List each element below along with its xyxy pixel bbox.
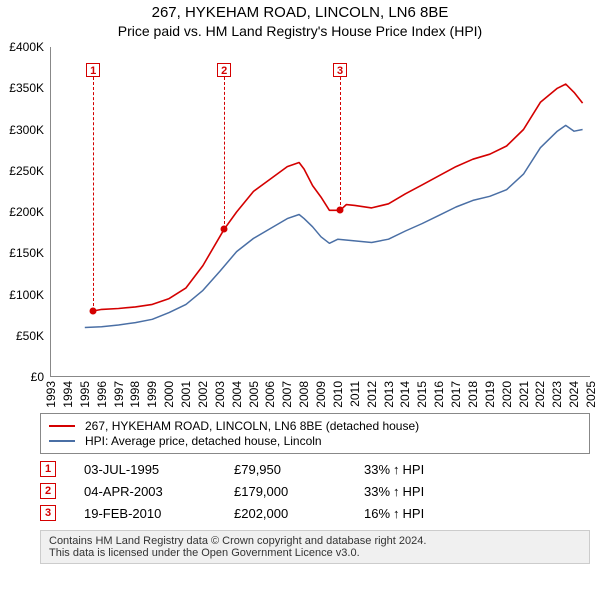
footer-line-1: Contains HM Land Registry data © Crown c… (49, 535, 581, 547)
footer-line-2: This data is licensed under the Open Gov… (49, 547, 581, 559)
sales-hpi-pct: 33% (364, 484, 390, 499)
x-tick-label: 2010 (331, 381, 345, 408)
sale-point (337, 207, 344, 214)
plot-area: 1 2 3 (50, 47, 590, 377)
x-tick-label: 2017 (449, 381, 463, 408)
title-block: 267, HYKEHAM ROAD, LINCOLN, LN6 8BE Pric… (0, 0, 600, 39)
sale-vline (93, 77, 94, 311)
sales-idx-box: 2 (40, 483, 56, 499)
sales-hpi-suffix: HPI (403, 462, 425, 477)
x-tick-label: 2018 (466, 381, 480, 408)
legend-swatch (49, 440, 75, 442)
sale-marker-box: 3 (333, 63, 347, 77)
arrow-up-icon: ↑ (393, 462, 400, 477)
sales-row: 1 03-JUL-1995£79,95033%↑HPI (40, 458, 590, 480)
legend-label: 267, HYKEHAM ROAD, LINCOLN, LN6 8BE (det… (85, 419, 419, 433)
title-subtitle: Price paid vs. HM Land Registry's House … (0, 23, 600, 39)
sale-point (221, 226, 228, 233)
arrow-up-icon: ↑ (393, 506, 400, 521)
y-tick-label: £400K (9, 40, 44, 54)
y-tick-label: £50K (16, 329, 44, 343)
legend-row: HPI: Average price, detached house, Linc… (49, 434, 581, 448)
x-tick-label: 1997 (112, 381, 126, 408)
sales-hpi-pct: 33% (364, 462, 390, 477)
arrow-up-icon: ↑ (393, 484, 400, 499)
sales-idx-box: 1 (40, 461, 56, 477)
sales-hpi: 33%↑HPI (364, 462, 424, 477)
sale-vline (224, 77, 225, 229)
x-tick-label: 2011 (348, 381, 362, 407)
chart-area: 123 £0£50K£100K£150K£200K£250K£300K£350K… (50, 47, 590, 407)
sales-hpi-suffix: HPI (403, 484, 425, 499)
sale-marker-box: 2 (217, 63, 231, 77)
legend-box: 267, HYKEHAM ROAD, LINCOLN, LN6 8BE (det… (40, 413, 590, 454)
y-tick-label: £350K (9, 81, 44, 95)
x-tick-label: 1995 (78, 381, 92, 408)
sales-row: 3 19-FEB-2010£202,00016%↑HPI (40, 502, 590, 524)
x-tick-label: 2024 (567, 381, 581, 408)
title-address: 267, HYKEHAM ROAD, LINCOLN, LN6 8BE (0, 4, 600, 21)
sales-row: 2 04-APR-2003£179,00033%↑HPI (40, 480, 590, 502)
sales-idx-box: 3 (40, 505, 56, 521)
x-tick-label: 2005 (247, 381, 261, 408)
x-tick-label: 2014 (398, 381, 412, 408)
y-tick-label: £300K (9, 123, 44, 137)
x-tick-label: 2019 (483, 381, 497, 408)
sales-hpi-suffix: HPI (403, 506, 425, 521)
x-tick-label: 2000 (162, 381, 176, 408)
sales-date: 19-FEB-2010 (84, 506, 234, 521)
x-tick-label: 2008 (297, 381, 311, 408)
sales-hpi-pct: 16% (364, 506, 390, 521)
x-tick-label: 2006 (263, 381, 277, 408)
x-tick-label: 2021 (517, 381, 531, 408)
legend-row: 267, HYKEHAM ROAD, LINCOLN, LN6 8BE (det… (49, 419, 581, 433)
x-tick-label: 1998 (128, 381, 142, 408)
x-tick-label: 1996 (95, 381, 109, 408)
sales-date: 04-APR-2003 (84, 484, 234, 499)
x-tick-label: 2016 (432, 381, 446, 408)
legend-label: HPI: Average price, detached house, Linc… (85, 434, 322, 448)
sales-price: £79,950 (234, 462, 364, 477)
sales-price: £179,000 (234, 484, 364, 499)
footer-box: Contains HM Land Registry data © Crown c… (40, 530, 590, 564)
x-tick-label: 2003 (213, 381, 227, 408)
sale-vline (340, 77, 341, 210)
sales-hpi: 16%↑HPI (364, 506, 424, 521)
x-tick-label: 2022 (533, 381, 547, 408)
y-tick-label: £150K (9, 246, 44, 260)
x-tick-label: 2020 (500, 381, 514, 408)
legend-swatch (49, 425, 75, 427)
x-tick-label: 2023 (550, 381, 564, 408)
x-tick-label: 2013 (382, 381, 396, 408)
sale-point (90, 308, 97, 315)
x-tick-label: 2025 (584, 381, 598, 408)
y-tick-label: £100K (9, 288, 44, 302)
x-tick-label: 2012 (365, 381, 379, 408)
x-tick-label: 2015 (415, 381, 429, 408)
x-tick-label: 1999 (145, 381, 159, 408)
chart-lines-svg (51, 47, 591, 377)
x-tick-label: 1993 (44, 381, 58, 408)
x-tick-label: 1994 (61, 381, 75, 408)
y-tick-label: £250K (9, 164, 44, 178)
series-property (93, 84, 582, 311)
x-tick-label: 2004 (230, 381, 244, 408)
sale-marker-box: 1 (86, 63, 100, 77)
sales-price: £202,000 (234, 506, 364, 521)
series-hpi (85, 125, 583, 327)
sales-date: 03-JUL-1995 (84, 462, 234, 477)
sales-hpi: 33%↑HPI (364, 484, 424, 499)
x-tick-label: 2002 (196, 381, 210, 408)
x-tick-label: 2001 (179, 381, 193, 408)
y-tick-label: £0 (31, 370, 44, 384)
x-tick-label: 2007 (280, 381, 294, 408)
x-tick-label: 2009 (314, 381, 328, 408)
y-tick-label: £200K (9, 205, 44, 219)
sales-table: 103-JUL-1995£79,95033%↑HPI204-APR-2003£1… (40, 458, 590, 524)
